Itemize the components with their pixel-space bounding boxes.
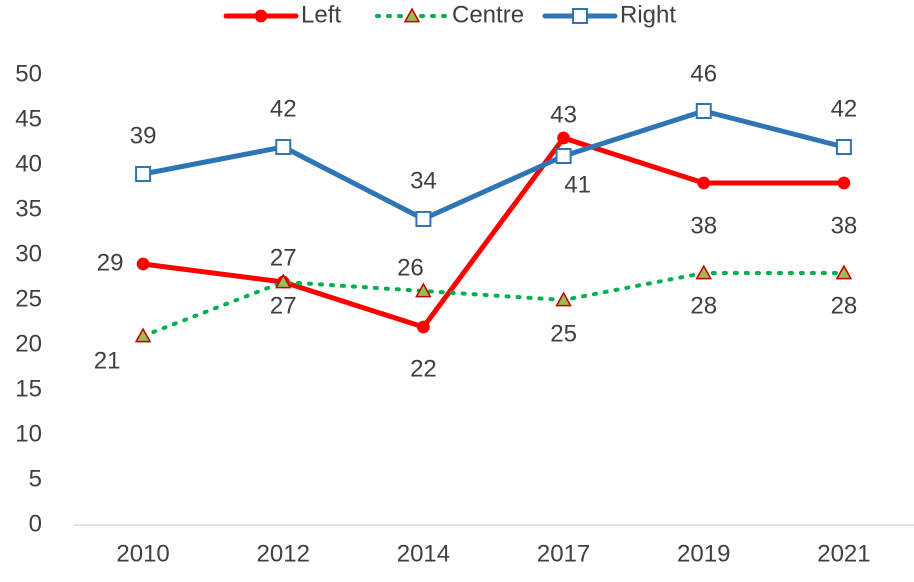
data-point: [835, 264, 853, 280]
data-point: [274, 273, 292, 289]
y-tick-label: 35: [15, 195, 42, 222]
legend-marker: [254, 9, 268, 23]
data-point: [134, 327, 152, 343]
x-tick-label: 2017: [537, 540, 590, 567]
data-label: 27: [270, 292, 297, 319]
data-point: [555, 148, 572, 164]
data-label: 39: [130, 122, 157, 149]
x-tick-label: 2012: [257, 540, 310, 567]
data-point: [417, 320, 430, 334]
y-tick-label: 0: [29, 510, 42, 537]
legend-label: Centre: [452, 1, 524, 28]
data-label: 42: [270, 95, 297, 122]
x-tick-label: 2021: [817, 540, 870, 567]
legend-label: Left: [301, 1, 341, 28]
data-label: 38: [831, 212, 858, 239]
data-point: [835, 139, 852, 155]
series-line: [140, 108, 847, 222]
data-point: [135, 166, 152, 182]
y-tick-label: 10: [15, 420, 42, 447]
y-tick-label: 5: [29, 465, 42, 492]
data-point: [837, 176, 851, 190]
data-label: 41: [564, 171, 591, 198]
data-point: [415, 282, 432, 298]
x-tick-label: 2019: [677, 540, 730, 567]
data-label: 26: [397, 254, 424, 281]
y-tick-label: 30: [15, 240, 42, 267]
data-label: 42: [831, 95, 858, 122]
data-label: 28: [831, 292, 858, 319]
data-point: [555, 291, 572, 307]
data-label: 29: [97, 249, 124, 276]
data-label: 28: [690, 292, 717, 319]
legend-marker: [572, 8, 588, 24]
y-tick-label: 40: [15, 150, 42, 177]
data-label: 25: [550, 320, 577, 347]
data-point: [695, 264, 713, 280]
x-tick-label: 2010: [116, 540, 169, 567]
series-line: [141, 271, 846, 338]
x-tick-label: 2014: [397, 540, 450, 567]
data-point: [136, 257, 150, 271]
y-tick-label: 45: [15, 105, 42, 132]
data-label: 38: [690, 212, 717, 239]
data-point: [695, 103, 712, 119]
data-label: 21: [94, 347, 121, 374]
data-label: 34: [410, 167, 437, 194]
y-tick-label: 50: [15, 60, 42, 87]
data-point: [275, 139, 292, 155]
data-label: 43: [550, 101, 577, 128]
data-point: [697, 176, 711, 190]
data-label: 22: [410, 355, 437, 382]
y-tick-label: 15: [15, 375, 42, 402]
series-line: [140, 135, 847, 330]
legend-label: Right: [620, 1, 676, 28]
data-point: [415, 211, 432, 227]
y-tick-label: 20: [15, 330, 42, 357]
data-point: [557, 131, 570, 145]
y-tick-label: 25: [15, 285, 42, 312]
legend-marker: [403, 7, 421, 23]
data-label: 27: [270, 244, 297, 271]
data-label: 46: [690, 60, 717, 87]
